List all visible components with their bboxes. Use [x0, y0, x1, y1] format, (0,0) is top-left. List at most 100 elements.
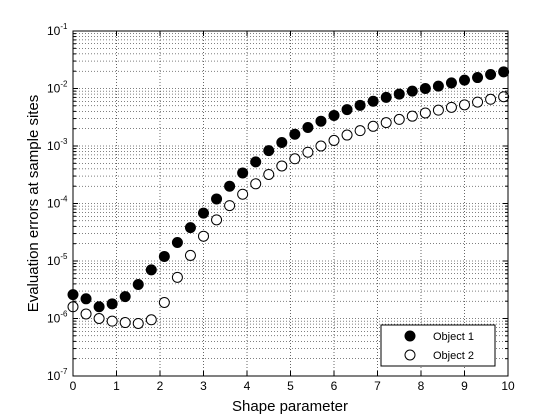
- y-tick-label-base: 10: [47, 369, 61, 383]
- data-point-object-2: [315, 140, 327, 152]
- x-tick-labels: 0 1 2 3 4 5 6 7 8 9 10: [70, 379, 515, 393]
- y-tick-label: 10-3: [47, 137, 68, 153]
- axis-ticks: [72, 30, 509, 377]
- data-point-object-2: [341, 129, 353, 141]
- legend-label-object-1: Object 1: [433, 331, 474, 343]
- x-tick-label: 5: [287, 379, 294, 393]
- data-point-object-1: [250, 156, 262, 168]
- data-point-object-1: [406, 85, 418, 97]
- legend-marker-object-2: [404, 349, 416, 361]
- legend-box: [380, 324, 496, 367]
- x-tick-label: 7: [374, 379, 381, 393]
- y-axis-label: Evaluation errors at sample sites: [25, 95, 42, 313]
- data-point-object-2: [393, 113, 405, 125]
- y-tick-label-exponent: -1: [60, 22, 68, 31]
- data-point-object-2: [80, 308, 92, 320]
- data-point-object-2: [485, 93, 497, 105]
- y-tick-label-exponent: -7: [60, 367, 68, 376]
- y-tick-label: 10-6: [47, 310, 68, 326]
- x-tick-label: 0: [70, 379, 77, 393]
- y-tick-label: 10-2: [47, 80, 68, 96]
- x-tick-label: 3: [200, 379, 207, 393]
- data-point-object-2: [406, 110, 418, 122]
- grid-lines: [73, 31, 508, 376]
- legend-marker-object-1: [404, 330, 416, 342]
- x-tick-label: 6: [331, 379, 338, 393]
- y-tick-label-base: 10: [47, 24, 61, 38]
- data-point-object-2: [498, 91, 510, 103]
- x-tick-label: 1: [113, 379, 120, 393]
- y-tick-label: 10-5: [47, 252, 68, 268]
- data-point-object-2: [354, 125, 366, 137]
- data-point-object-1: [198, 207, 209, 219]
- data-point-object-1: [445, 77, 457, 89]
- data-point-object-1: [354, 99, 366, 111]
- y-tick-label-exponent: -2: [60, 80, 68, 89]
- data-point-object-2: [432, 104, 444, 116]
- data-point-object-1: [328, 109, 340, 121]
- data-point-object-1: [184, 222, 196, 234]
- y-tick-label-base: 10: [47, 197, 61, 211]
- data-point-object-1: [171, 236, 183, 248]
- data-point-object-1: [367, 95, 379, 107]
- data-point-object-1: [302, 121, 314, 133]
- data-point-object-2: [263, 168, 275, 180]
- data-point-object-2: [145, 314, 157, 326]
- data-point-object-1: [211, 193, 223, 205]
- data-point-object-1: [145, 264, 157, 276]
- data-point-object-1: [106, 298, 118, 310]
- y-tick-labels: 10-710-610-510-410-310-210-1: [47, 22, 68, 383]
- y-tick-label-exponent: -5: [60, 252, 68, 261]
- data-point-object-2: [250, 178, 262, 190]
- series-object-2: [67, 91, 510, 329]
- data-point-object-1: [315, 115, 327, 127]
- y-tick-label-exponent: -3: [60, 137, 68, 146]
- data-point-object-2: [289, 153, 301, 165]
- x-tick-label: 9: [461, 379, 468, 393]
- data-point-object-1: [158, 250, 170, 262]
- data-point-object-2: [459, 99, 470, 111]
- data-point-object-1: [419, 83, 431, 94]
- data-point-object-2: [211, 214, 223, 226]
- data-point-object-2: [445, 101, 457, 113]
- data-point-object-1: [380, 91, 392, 103]
- y-tick-label-exponent: -6: [60, 310, 68, 319]
- data-point-object-2: [171, 271, 183, 283]
- data-point-object-1: [472, 72, 484, 84]
- data-point-object-2: [419, 107, 431, 119]
- x-tick-label: 4: [244, 379, 251, 393]
- data-point-object-2: [158, 296, 170, 308]
- x-tick-label: 2: [157, 379, 164, 393]
- data-point-object-1: [432, 80, 444, 92]
- y-tick-label: 10-4: [47, 195, 68, 211]
- x-axis-label: Shape parameter: [232, 398, 348, 415]
- data-point-object-2: [276, 160, 288, 172]
- data-point-object-1: [485, 69, 497, 81]
- data-point-object-1: [93, 301, 105, 313]
- data-point-object-2: [106, 315, 118, 327]
- data-point-object-2: [198, 230, 209, 242]
- y-tick-label: 10-7: [47, 367, 68, 383]
- x-tick-label: 8: [418, 379, 425, 393]
- x-tick-label: 10: [501, 379, 515, 393]
- data-point-object-2: [302, 146, 314, 158]
- series-object-1: [67, 66, 510, 313]
- data-point-object-2: [132, 317, 144, 329]
- y-tick-label-exponent: -4: [60, 195, 68, 204]
- data-point-object-1: [393, 88, 405, 100]
- data-point-object-2: [93, 313, 105, 324]
- data-point-object-2: [237, 188, 249, 200]
- data-point-object-1: [276, 137, 288, 149]
- y-tick-label-base: 10: [47, 312, 61, 326]
- y-tick-label: 10-1: [47, 22, 68, 38]
- data-point-object-1: [498, 66, 510, 78]
- data-point-object-2: [119, 317, 131, 329]
- y-tick-label-base: 10: [47, 254, 61, 268]
- y-tick-label-base: 10: [47, 82, 61, 96]
- data-point-object-1: [289, 128, 301, 140]
- data-point-object-1: [459, 74, 470, 86]
- data-point-object-1: [80, 293, 92, 305]
- data-point-object-2: [380, 117, 392, 129]
- data-point-object-2: [224, 200, 236, 212]
